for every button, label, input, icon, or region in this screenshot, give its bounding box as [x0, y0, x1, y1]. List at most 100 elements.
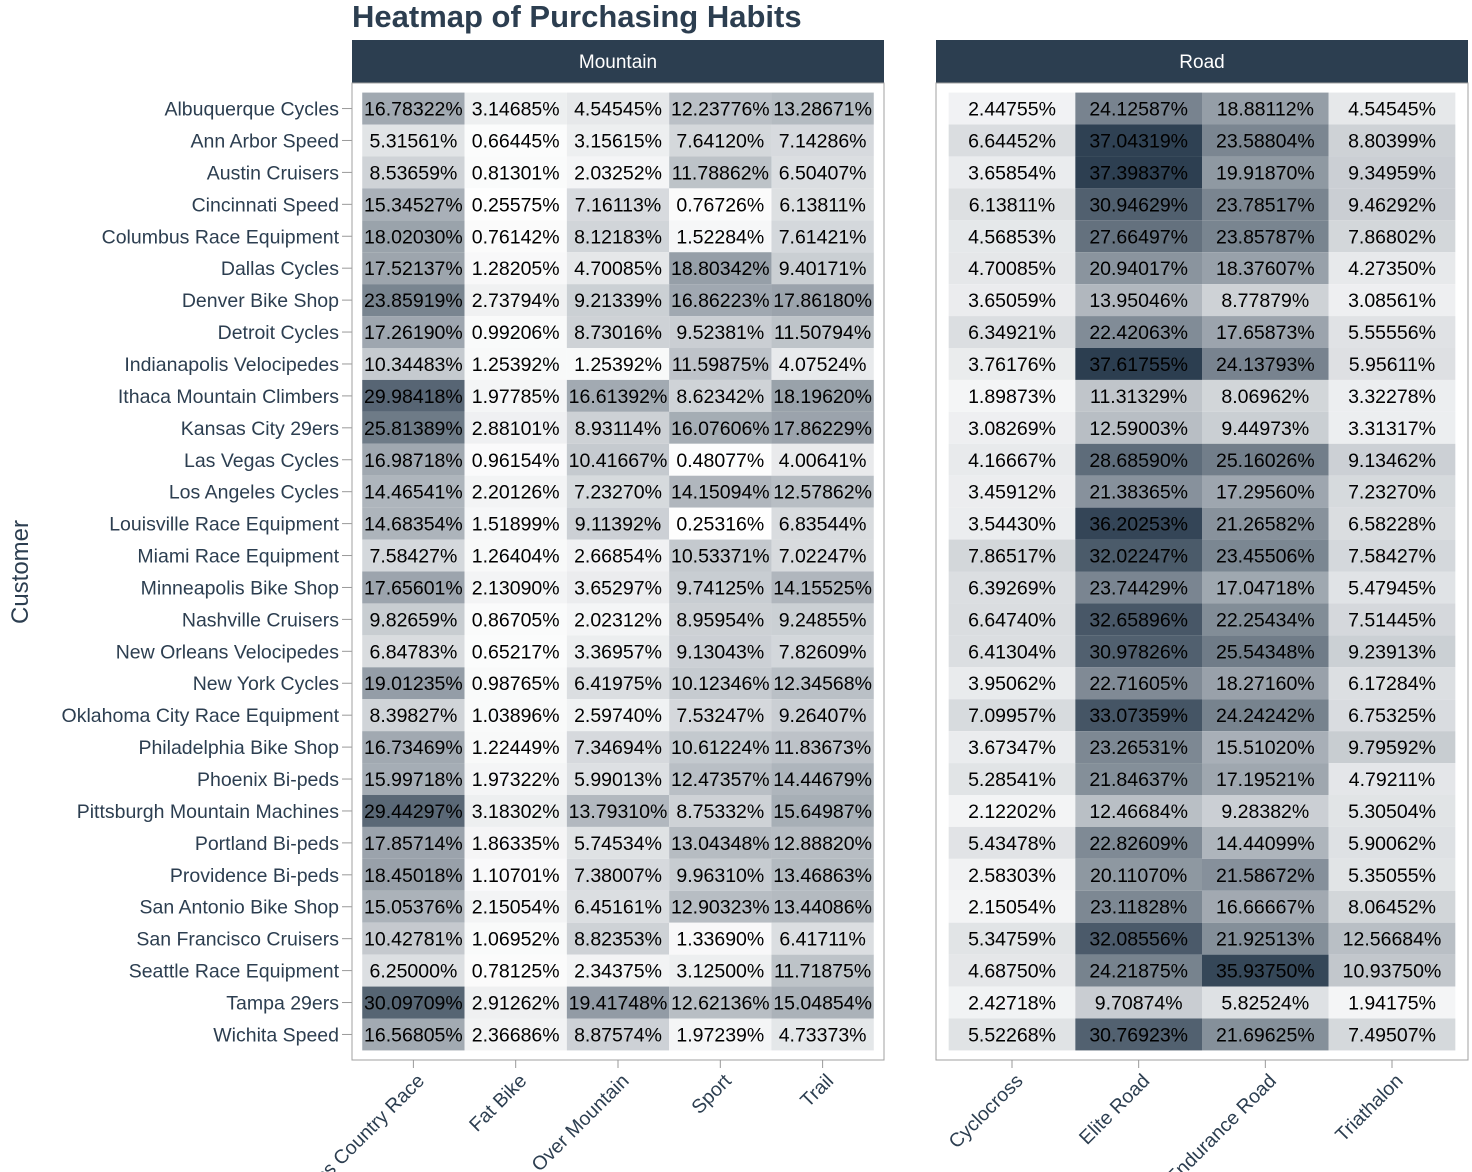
heatmap-cell: [362, 763, 465, 795]
cell-label: 21.92513%: [1216, 929, 1315, 951]
heatmap-cell: [948, 1018, 1076, 1051]
heatmap-cell: [1202, 986, 1329, 1019]
heatmap-cell: [948, 954, 1076, 987]
heatmap-cell: [362, 348, 465, 380]
heatmap-cell: [1202, 507, 1329, 540]
cell-label: 11.59875%: [672, 354, 769, 376]
heatmap-cell: [362, 794, 465, 827]
heatmap-cell: [1075, 699, 1202, 732]
heatmap-cell: [1202, 571, 1329, 604]
cell-label: 4.70085%: [574, 258, 662, 280]
cell-label: 7.82609%: [779, 641, 867, 663]
cell-label: 2.59740%: [574, 705, 662, 727]
heatmap-cell: [566, 284, 670, 317]
heatmap-cell: [1328, 220, 1456, 253]
row-label: Indianapolis Velocipedes: [124, 354, 339, 376]
heatmap-cell: [362, 667, 465, 700]
cell-label: 18.27160%: [1216, 673, 1315, 695]
heatmap-cell: [1202, 858, 1329, 891]
row-label: Columbus Race Equipment: [102, 226, 340, 248]
cell-label: 8.06452%: [1348, 897, 1436, 919]
heatmap-cell: [771, 954, 874, 987]
cell-label: 17.04718%: [1216, 577, 1315, 599]
heatmap-cell: [464, 794, 567, 827]
cell-label: 3.54430%: [968, 514, 1056, 536]
heatmap-cell: [362, 475, 465, 508]
heatmap-cell: [1328, 379, 1456, 412]
cell-label: 9.13462%: [1348, 450, 1436, 472]
cell-label: 17.65601%: [364, 577, 463, 599]
cell-label: 2.34375%: [574, 961, 662, 983]
cell-label: 6.41711%: [779, 929, 865, 951]
heatmap-cell: [1328, 826, 1456, 859]
heatmap-cell: [464, 1018, 567, 1051]
heatmap-cell: [464, 443, 567, 476]
heatmap-cell: [566, 475, 670, 508]
heatmap-cell: [1328, 348, 1456, 380]
cell-label: 3.08269%: [968, 418, 1056, 440]
cell-label: 13.46863%: [773, 865, 872, 887]
heatmap-cell: [1202, 284, 1329, 317]
heatmap-cell: [464, 890, 567, 923]
row-label: Nashville Cruisers: [182, 609, 339, 631]
cell-label: 24.13793%: [1216, 354, 1315, 376]
heatmap-cell: [566, 667, 670, 700]
heatmap-cell: [669, 539, 772, 572]
heatmap-cell: [948, 284, 1076, 317]
heatmap-cell: [362, 890, 465, 923]
heatmap-cell: [669, 699, 772, 732]
cell-label: 12.90323%: [671, 897, 770, 919]
chart-title: Heatmap of Purchasing Habits: [352, 0, 802, 34]
cell-label: 20.94017%: [1089, 258, 1188, 280]
cell-label: 12.34568%: [773, 673, 872, 695]
heatmap-cell: [1328, 443, 1456, 476]
cell-label: 21.38365%: [1089, 482, 1188, 504]
heatmap-cell: [566, 922, 670, 955]
heatmap-cell: [362, 124, 465, 157]
cell-label: 14.15525%: [773, 577, 872, 599]
heatmap-cell: [1075, 475, 1202, 508]
x-tick-label: Endurance Road: [1162, 1070, 1281, 1172]
x-tick-label: Trail: [796, 1070, 838, 1112]
heatmap-cell: [669, 411, 772, 444]
heatmap-cell: [1075, 411, 1202, 444]
row-label: Denver Bike Shop: [182, 290, 339, 312]
cell-label: 36.20253%: [1089, 514, 1188, 536]
cell-label: 2.15054%: [472, 897, 560, 919]
cell-label: 4.00641%: [779, 450, 867, 472]
cell-label: 6.13811%: [969, 194, 1055, 216]
heatmap-cell: [1075, 571, 1202, 604]
cell-label: 6.17284%: [1348, 673, 1436, 695]
heatmap-cell: [464, 156, 567, 189]
heatmap-cell: [669, 443, 772, 476]
cell-label: 8.62342%: [676, 386, 764, 408]
heatmap-cell: [362, 922, 465, 955]
heatmap-cell: [1328, 156, 1456, 189]
heatmap-cell: [948, 635, 1076, 668]
heatmap-cell: [566, 1018, 670, 1051]
cell-label: 6.50407%: [779, 162, 867, 184]
row-label: New Orleans Velocipedes: [116, 641, 340, 663]
cell-label: 7.16113%: [575, 194, 661, 216]
heatmap-cell: [1328, 252, 1456, 285]
heatmap-cell: [948, 858, 1076, 891]
heatmap-cell: [362, 284, 465, 317]
row-label: Las Vegas Cycles: [184, 450, 339, 472]
cell-label: 33.07359%: [1089, 705, 1188, 727]
cell-label: 9.24855%: [779, 609, 867, 631]
heatmap-cell: [362, 603, 465, 636]
cell-label: 3.65854%: [968, 162, 1056, 184]
cell-label: 9.52381%: [676, 322, 764, 344]
heatmap-cell: [1202, 316, 1329, 349]
heatmap-cell: [566, 188, 670, 221]
cell-label: 1.89873%: [968, 386, 1056, 408]
row-label: Portland Bi-peds: [195, 833, 339, 855]
heatmap-cell: [362, 188, 465, 221]
heatmap-cell: [1202, 603, 1329, 636]
heatmap-cell: [669, 763, 772, 795]
cell-label: 2.02312%: [574, 609, 662, 631]
cell-label: 12.88820%: [773, 833, 872, 855]
row-label: Wichita Speed: [213, 1024, 339, 1046]
heatmap-cell: [362, 731, 465, 764]
